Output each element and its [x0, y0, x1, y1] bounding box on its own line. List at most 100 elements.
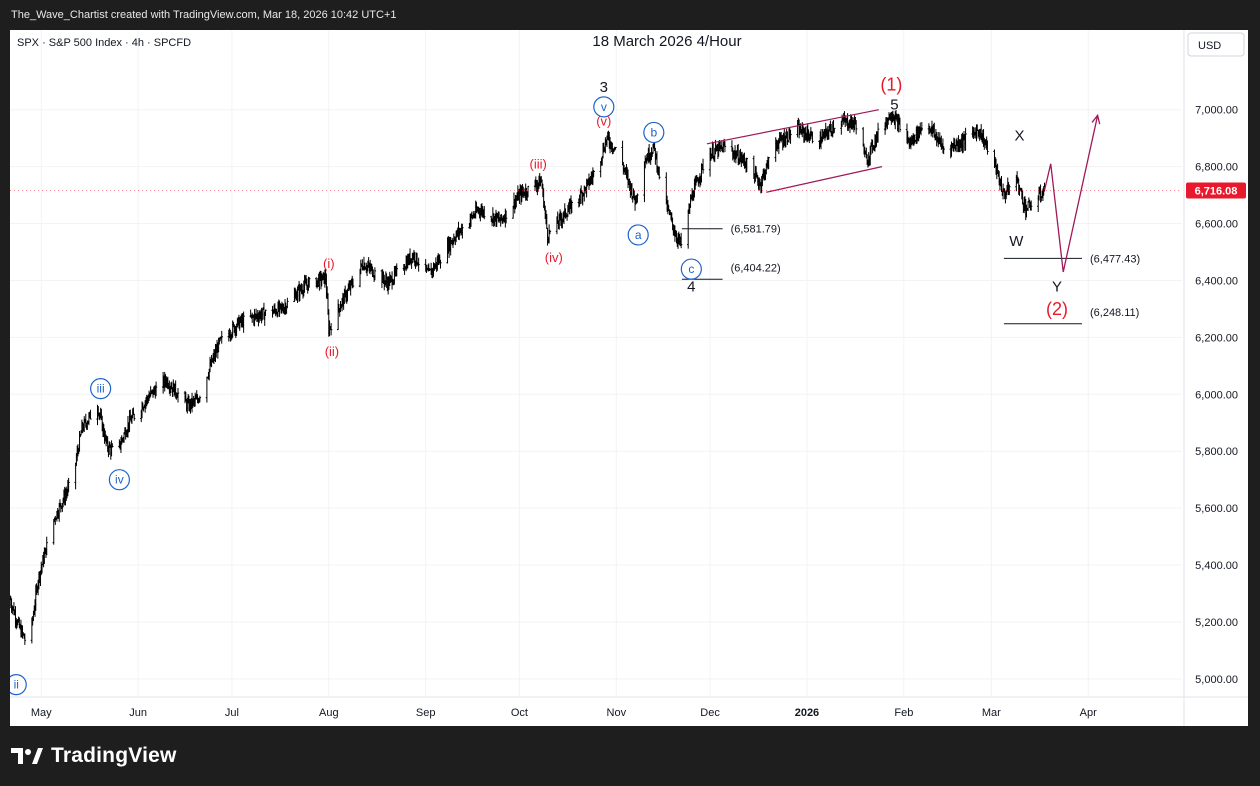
time-scale[interactable]: May Jun Jul Aug Sep Oct Nov Dec 2026 Feb Mar Apr [31, 707, 1097, 719]
candle [679, 232, 683, 249]
chart-grid [10, 30, 1182, 696]
wave-label-text: (iii) [530, 156, 547, 171]
wave-label: W [1009, 233, 1024, 250]
candle [242, 311, 245, 333]
candle [876, 122, 880, 143]
candle [1030, 200, 1033, 211]
price-tick-label: 5,000.00 [1195, 674, 1238, 686]
price-tick-label: 6,600.00 [1195, 219, 1238, 231]
candle [854, 120, 858, 135]
candle [154, 381, 158, 397]
last-price-badge: 6,716.08 [1186, 182, 1246, 199]
candle [373, 267, 377, 281]
wave-label-circle [90, 378, 112, 400]
price-tick-label: 5,600.00 [1195, 503, 1238, 515]
wave-label-text: iii [97, 382, 105, 396]
candle [439, 259, 442, 269]
wave-label-text: (v) [596, 114, 611, 129]
time-tick-label: May [31, 707, 52, 719]
wave-label-text: (i) [323, 256, 335, 271]
candle [964, 127, 967, 151]
level-label: (6,477.43) [1090, 253, 1140, 265]
wave-label: (ii) [325, 344, 339, 359]
wave-label: v [593, 96, 615, 118]
wave-label-text: Y [1052, 278, 1062, 295]
candle [811, 131, 814, 144]
candle [548, 230, 552, 235]
wave-label: ii [5, 674, 27, 696]
projection-arrowhead [1091, 113, 1101, 125]
price-tick-label: 6,800.00 [1195, 162, 1238, 174]
candle [74, 462, 77, 490]
candle [417, 257, 420, 272]
chart-frame[interactable]: (6,581.79) (6,404.22) (6,477.43) (6,248.11)… [5, 30, 1248, 726]
candle [308, 277, 311, 288]
wave-label: Y [1052, 278, 1062, 295]
channel-line [706, 109, 879, 145]
candle [942, 146, 945, 155]
channel-line [766, 166, 883, 193]
brand-name: TradingView [51, 744, 177, 767]
wave-label: (v) [596, 114, 611, 129]
wave-label-text: (ii) [325, 344, 339, 359]
wave-label-text: (iv) [545, 250, 563, 265]
tradingview-logo[interactable]: TradingView [11, 744, 177, 767]
wave-label: iii [90, 378, 112, 400]
candle [767, 157, 770, 169]
time-tick-label: Sep [416, 707, 436, 719]
price-tick-label: 6,400.00 [1195, 275, 1238, 287]
wave-label: 5 [890, 96, 898, 113]
candle [701, 158, 705, 174]
level-label: (6,404.22) [731, 263, 781, 275]
wave-label-circle [627, 224, 649, 246]
price-chart[interactable]: (6,581.79) (6,404.22) (6,477.43) (6,248.11)… [5, 30, 1248, 726]
currency-button-box[interactable] [1187, 32, 1245, 57]
projection-path [1043, 115, 1099, 273]
last-price-badge-box [1186, 182, 1246, 199]
candle [504, 210, 508, 224]
candle [745, 157, 748, 173]
price-tick-label: 6,200.00 [1195, 332, 1238, 344]
wave-label-text: (1) [880, 74, 902, 94]
price-tick-label: 5,200.00 [1195, 617, 1238, 629]
candle [658, 166, 661, 180]
price-tick-label: 5,400.00 [1195, 560, 1238, 572]
candle [833, 127, 836, 134]
time-tick-label: Mar [982, 707, 1001, 719]
candle [1026, 201, 1030, 212]
wave-label: 4 [687, 278, 695, 295]
candle [1008, 184, 1011, 196]
wave-label-circle [680, 258, 702, 280]
wave-label: (iii) [530, 156, 547, 171]
time-tick-label: Apr [1080, 707, 1097, 719]
candle [592, 170, 595, 178]
candle [220, 330, 223, 344]
candle [52, 519, 55, 545]
currency-button[interactable]: USD [1187, 32, 1245, 57]
time-tick-label: Nov [607, 707, 627, 719]
time-tick-label: Jun [129, 707, 147, 719]
candle [286, 297, 289, 309]
symbol-info[interactable]: SPX · S&P 500 Index · 4h · SPCFD [17, 37, 191, 49]
candle [89, 409, 92, 420]
candle [329, 323, 333, 336]
candle [986, 140, 989, 155]
candle [621, 140, 624, 166]
price-tick-label: 7,000.00 [1195, 105, 1238, 117]
chart-title: 18 March 2026 4/Hour [592, 33, 741, 50]
time-tick-label: Oct [511, 707, 528, 719]
candle [351, 278, 355, 288]
candle [205, 376, 209, 403]
wave-label: X [1014, 128, 1024, 145]
level-label: (6,581.79) [731, 224, 781, 236]
candle [614, 146, 617, 150]
currency-label[interactable]: USD [1198, 40, 1221, 52]
top-credit-bar: The_Wave_Chartist created with TradingVi… [0, 0, 1260, 30]
price-tick-label: 5,800.00 [1195, 446, 1238, 458]
price-scale[interactable]: 5,000.00 5,200.00 5,400.00 5,600.00 5,800.00… [1195, 105, 1238, 686]
candles [8, 109, 1046, 645]
candle [45, 536, 48, 556]
wave-label: (1) [880, 74, 902, 94]
candle [264, 309, 267, 316]
wave-label-text: 3 [600, 79, 608, 96]
